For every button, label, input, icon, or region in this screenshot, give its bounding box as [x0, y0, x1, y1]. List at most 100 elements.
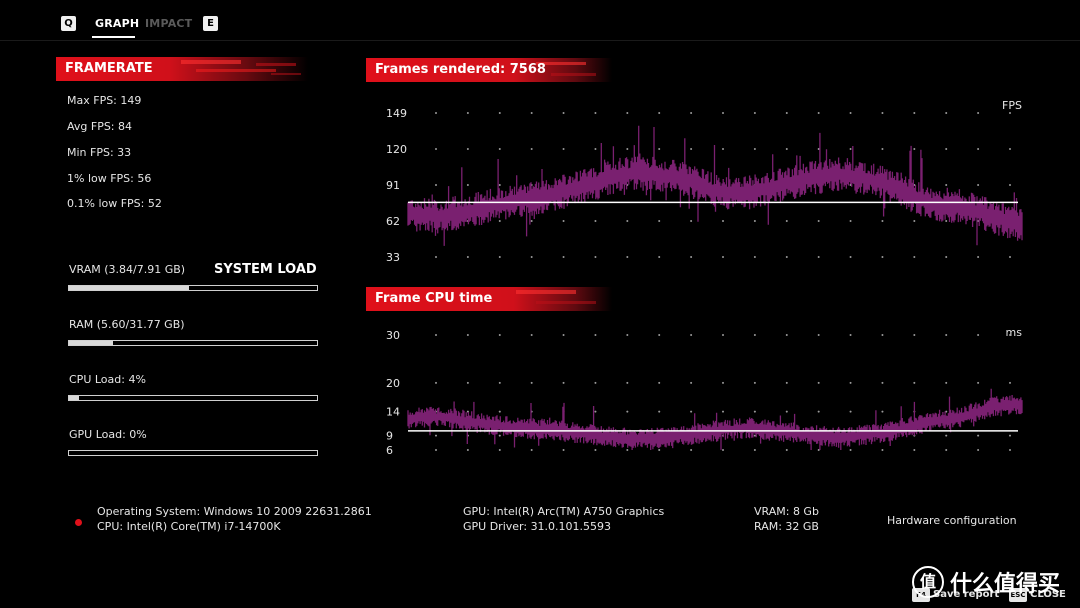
- framerate-banner: FRAMERATE: [56, 57, 308, 81]
- grid-dot: [690, 381, 693, 384]
- grid-dot: [658, 410, 661, 413]
- grid-dot: [881, 381, 884, 384]
- grid-dot: [849, 381, 852, 384]
- save-report-button[interactable]: Save report: [933, 589, 1000, 600]
- watermark-text: 什么值得买: [950, 572, 1061, 597]
- close-key[interactable]: ESC: [1009, 588, 1027, 602]
- grid-dot: [530, 220, 533, 222]
- grid-dot: [722, 410, 724, 413]
- grid-dot: [466, 381, 469, 384]
- grid-dot: [785, 256, 788, 258]
- grid-dot: [785, 220, 788, 222]
- grid-dot: [530, 334, 533, 336]
- grid-dot: [913, 112, 916, 114]
- grid-dot: [722, 112, 724, 114]
- grid-dot: [722, 220, 724, 222]
- grid-dot: [594, 256, 597, 258]
- grid-dot: [626, 256, 629, 258]
- vram-info: VRAM: 8 Gb: [754, 505, 819, 518]
- gpu-info: GPU: Intel(R) Arc(TM) A750 Graphics: [463, 505, 665, 518]
- grid-dot: [1009, 449, 1011, 451]
- cpu-load-bar-fill: [69, 396, 79, 400]
- y-tick-label: 14: [386, 406, 400, 419]
- max-fps: Max FPS: 149: [67, 94, 142, 107]
- grid-dot: [977, 449, 980, 451]
- grid-dot: [594, 410, 597, 413]
- grid-dot: [817, 220, 820, 222]
- y-tick-label: 30: [386, 329, 400, 342]
- banner-glitch-background: [366, 287, 612, 311]
- grid-dot: [977, 112, 980, 114]
- grid-dot: [849, 449, 852, 451]
- grid-dot: [881, 334, 884, 336]
- grid-dot: [466, 334, 469, 336]
- frame-cpu-time-banner: Frame CPU time: [366, 287, 612, 311]
- ram-bar: [68, 340, 318, 346]
- grid-dot: [562, 112, 565, 114]
- cpu-load-label: CPU Load: 4%: [69, 373, 146, 386]
- grid-dot: [945, 184, 948, 186]
- vram-bar-fill: [69, 286, 190, 290]
- tab-graph[interactable]: GRAPH: [95, 17, 140, 30]
- grid-dot: [785, 112, 788, 114]
- grid-dot: [658, 449, 661, 451]
- ram-label: RAM (5.60/31.77 GB): [69, 318, 185, 331]
- grid-dot: [785, 148, 788, 150]
- grid-dot: [881, 220, 884, 222]
- grid-dot: [722, 449, 724, 451]
- grid-dot: [817, 449, 820, 451]
- grid-dot: [626, 410, 629, 413]
- grid-dot: [690, 112, 693, 114]
- grid-dot: [594, 112, 597, 114]
- hardware-configuration-link[interactable]: Hardware configuration: [887, 514, 1017, 527]
- grid-dot: [849, 112, 852, 114]
- grid-dot: [690, 220, 693, 222]
- q-key-hint[interactable]: Q: [61, 16, 76, 31]
- grid-dot: [881, 410, 884, 413]
- grid-dot: [753, 334, 756, 336]
- grid-dot: [881, 449, 884, 451]
- y-tick-label: 20: [386, 377, 400, 390]
- grid-dot: [626, 112, 629, 114]
- grid-dot: [849, 148, 852, 150]
- grid-dot: [466, 184, 469, 186]
- frames-rendered-banner: Frames rendered: 7568: [366, 58, 612, 82]
- grid-dot: [435, 256, 437, 258]
- grid-dot: [913, 220, 916, 222]
- banner-glitch-background: [366, 58, 612, 82]
- grid-dot: [690, 256, 693, 258]
- grid-dot: [1009, 148, 1011, 150]
- grid-dot: [658, 334, 661, 336]
- grid-dot: [498, 148, 501, 150]
- grid-dot: [690, 334, 693, 336]
- top-divider: [0, 40, 1080, 41]
- grid-dot: [594, 334, 597, 336]
- grid-dot: [753, 112, 756, 114]
- grid-dot: [562, 334, 565, 336]
- grid-dot: [435, 112, 437, 114]
- grid-dot: [913, 148, 916, 150]
- vram-label: VRAM (3.84/7.91 GB): [69, 263, 186, 276]
- grid-dot: [562, 220, 565, 222]
- grid-dot: [690, 410, 693, 413]
- tab-impact[interactable]: IMPACT: [145, 17, 193, 30]
- min-fps: Min FPS: 33: [67, 146, 132, 159]
- grid-dot: [753, 381, 756, 384]
- grid-dot: [658, 381, 661, 384]
- grid-dot: [435, 148, 437, 150]
- grid-dot: [594, 220, 597, 222]
- close-button[interactable]: CLOSE: [1030, 589, 1066, 600]
- grid-dot: [466, 449, 469, 451]
- vram-bar: [68, 285, 318, 291]
- e-key-hint[interactable]: E: [203, 16, 218, 31]
- avg-fps: Avg FPS: 84: [67, 120, 133, 133]
- grid-dot: [562, 256, 565, 258]
- point-one-percent-low-fps: 0.1% low FPS: 52: [67, 197, 162, 210]
- one-percent-low-fps: 1% low FPS: 56: [67, 172, 152, 185]
- active-tab-indicator: [92, 36, 135, 38]
- grid-dot: [977, 184, 980, 186]
- grid-dot: [626, 449, 629, 451]
- grid-dot: [977, 434, 980, 437]
- grid-dot: [1009, 334, 1011, 336]
- gpu-load-label: GPU Load: 0%: [69, 428, 147, 441]
